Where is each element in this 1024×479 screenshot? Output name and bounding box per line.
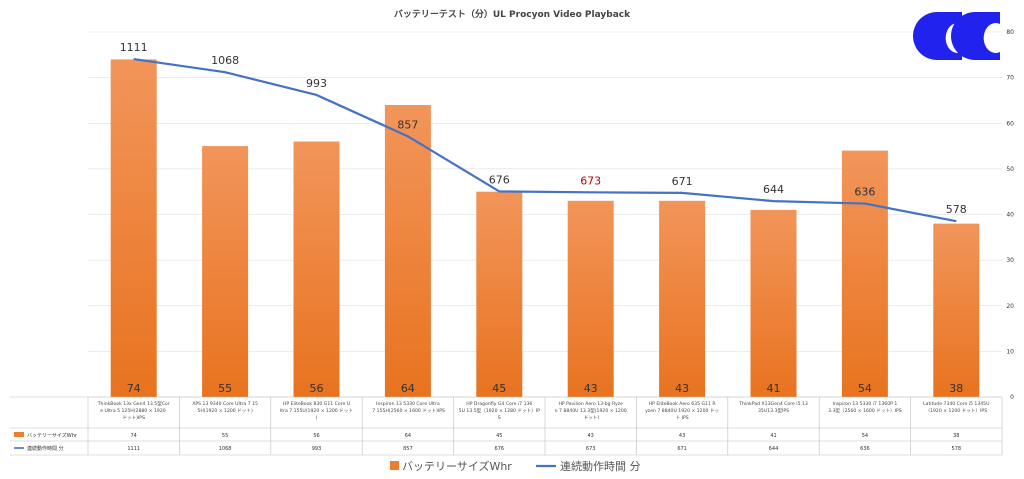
line-value-label: 578 [946,203,967,216]
bar-value-label: 41 [767,382,781,395]
bar [384,105,431,397]
table-bar-value: 43 [588,433,594,439]
data-table: ThinkBook 13x Gen4 13.5型Cor e Ultra 5 125… [10,396,1003,456]
bar-value-label: 56 [310,382,324,395]
category-label: HP Dragonfly G4 Core i7 136 5U 13.5型（1920… [459,401,541,421]
legend-bar-label: バッテリーサイズWhr [402,459,512,473]
table-line-value: 1111 [127,446,140,452]
bar-value-label: 38 [949,382,963,395]
table-bar-value: 43 [679,433,685,439]
line-value-label: 1111 [120,41,148,54]
table-line-value: 644 [769,446,779,452]
right-tick-label: 0 [1010,394,1014,401]
table-line-series-name: 連続動作時間 分 [27,445,64,452]
right-tick-label: 80 [1006,29,1014,36]
bar-value-label: 43 [584,382,598,395]
line-value-label: 993 [306,77,327,90]
table-line-value: 1068 [219,446,232,452]
right-tick-label: 50 [1006,166,1014,173]
right-tick-label: 70 [1006,75,1014,82]
bar-series: 74 55 56 64 45 43 43 41 54 38 [110,59,980,397]
line-value-label: 671 [672,175,693,188]
table-bar-value: 54 [862,433,868,439]
line-series: 1111 1068 993 857 676 673 671 644 636 578 [120,41,967,223]
line-value-label: 644 [763,183,784,196]
bar [202,146,249,397]
table-bar-value: 45 [496,433,502,439]
bar [750,209,797,397]
category-label: ThinkPad X13Gen4 Core i5 13 35U13.3型IPS [738,401,808,414]
right-tick-label: 20 [1006,303,1014,310]
table-line-value: 993 [312,446,322,452]
right-tick-label: 40 [1006,212,1014,219]
category-label: Inspiron 13 5330 i7 1360P 1 3.3型（2560 × 1… [828,401,902,414]
bar-value-label: 45 [492,382,506,395]
line-value-label: 1068 [211,54,239,67]
bar [293,141,340,397]
legend: バッテリーサイズWhr 連続動作時間 分 [390,459,641,473]
table-line-value: 636 [860,446,870,452]
bar [659,200,706,397]
bar-value-label: 43 [675,382,689,395]
line-value-label: 673 [580,174,601,187]
bar-value-label: 54 [858,382,872,395]
table-line-value: 578 [952,446,962,452]
line-value-label: 676 [489,173,510,186]
bar-value-label: 55 [218,382,232,395]
category-label: HP Pavilion Aero 13-bg Ryze n 7 8840U 13.… [555,401,627,421]
bar [933,223,980,397]
table-line-value: 673 [586,446,596,452]
category-label: ThinkBook 13x Gen4 13.5型Cor e Ultra 5 125… [97,400,170,421]
table-bar-key [14,432,24,437]
table-line-value: 857 [403,446,413,452]
bar-value-label: 74 [127,382,141,395]
table-bar-value: 41 [770,433,776,439]
bar [110,59,157,397]
legend-bar-swatch [390,461,399,470]
table-bar-value: 56 [313,433,319,439]
logo [913,12,1000,60]
right-axis-ticks: 0 10 20 30 40 50 60 70 80 [1006,29,1014,401]
category-label: Inspiron 13 5330 Core Ultra 7 155H(2560 … [371,401,445,414]
table-bar-series-name: バッテリーサイズWhr [27,432,78,439]
right-tick-label: 60 [1006,120,1014,127]
table-bar-value: 74 [131,433,137,439]
line-value-label: 636 [854,186,875,199]
bar [476,191,523,397]
bar [841,150,888,397]
line-value-label: 857 [397,118,418,131]
legend-line-label: 連続動作時間 分 [560,459,641,473]
table-line-value: 676 [495,446,505,452]
category-label: Latitude 7340 Core i5 1345U （1920 × 1200 … [923,401,989,414]
bar-value-label: 64 [401,382,415,395]
right-tick-label: 30 [1006,257,1014,264]
category-label: XPS 13 9340 Core Ultra 7 15 5H(1920 × 120… [192,401,258,414]
chart-title: バッテリーテスト（分）UL Procyon Video Playback [394,8,631,20]
duration-line [133,57,957,223]
table-bar-value: 38 [953,433,959,439]
table-bar-value: 64 [405,433,411,439]
table-bar-value: 55 [222,433,228,439]
bar [567,200,614,397]
right-tick-label: 10 [1006,348,1014,355]
table-line-value: 671 [677,446,687,452]
